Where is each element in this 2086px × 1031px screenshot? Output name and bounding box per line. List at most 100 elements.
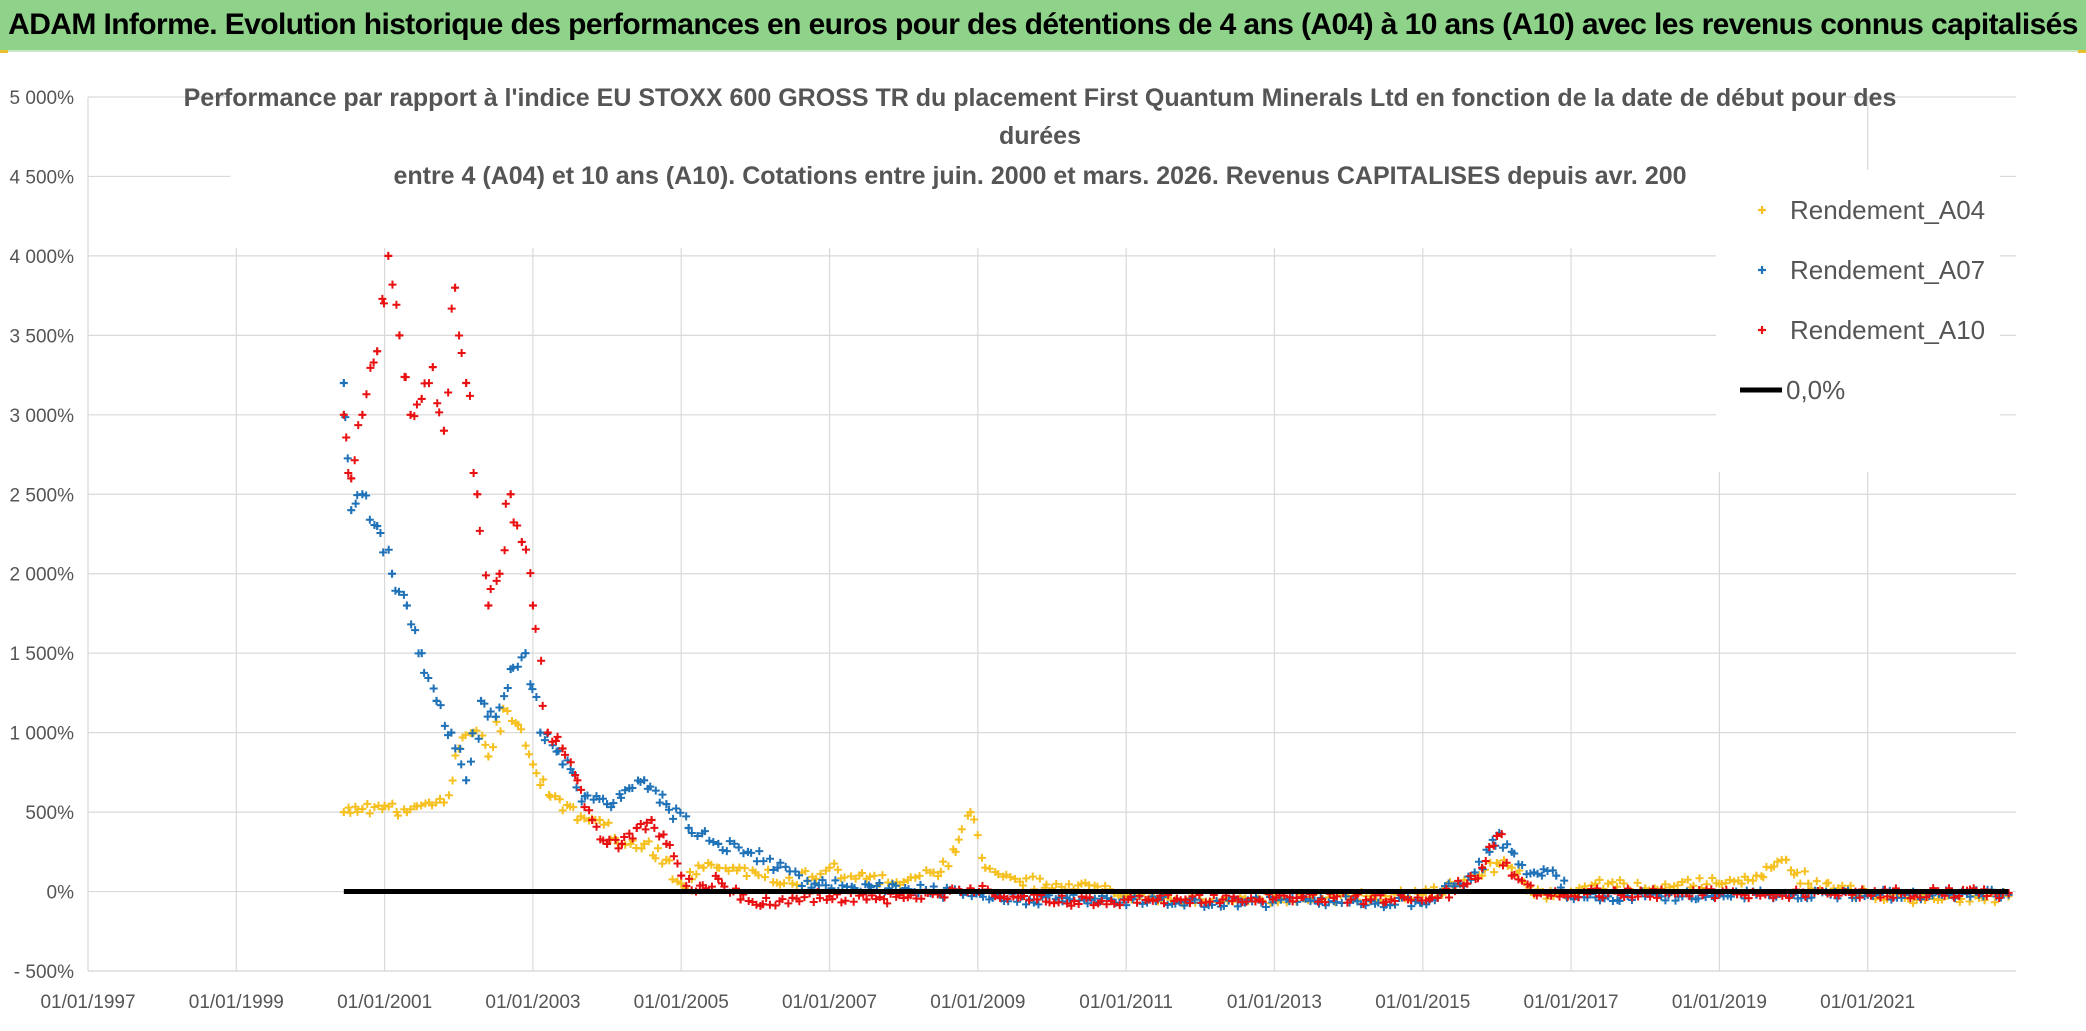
- x-tick-label: 01/01/2007: [782, 992, 877, 1013]
- data-point-interp: [1517, 876, 1526, 885]
- title-backdrop: [230, 82, 1845, 248]
- data-point-interp: [718, 846, 727, 855]
- data-point-interp: [1148, 896, 1157, 905]
- data-point-interp: [1133, 898, 1142, 907]
- y-axis: 5 000% 4 500% 4 000% 3 500% 3 000% 2 500% 2 00…: [10, 88, 75, 983]
- data-point-interp: [791, 867, 800, 876]
- data-point-interp: [1510, 870, 1519, 879]
- data-point-interp: [655, 798, 664, 807]
- corner-accent-left: [0, 50, 8, 53]
- legend-marker: [1758, 206, 1766, 214]
- data-point: [1782, 855, 1791, 864]
- data-point-interp: [1995, 894, 2004, 903]
- data-point-interp: [840, 873, 849, 882]
- data-point-interp: [483, 712, 492, 721]
- y-tick-label: - 500%: [14, 962, 74, 983]
- data-point-interp: [1074, 899, 1083, 908]
- data-point-interp: [1633, 878, 1642, 887]
- data-point-interp: [1608, 878, 1617, 887]
- legend-label: 0,0%: [1786, 375, 1845, 405]
- data-point-interp: [1219, 902, 1228, 911]
- data-point-interp: [500, 546, 509, 555]
- data-point-interp: [682, 881, 691, 890]
- data-point: [373, 347, 382, 356]
- data-point-interp: [362, 390, 371, 399]
- data-point-interp: [346, 808, 355, 817]
- data-point-interp: [540, 736, 549, 745]
- data-point-interp: [724, 866, 733, 875]
- data-point-interp: [1102, 900, 1111, 909]
- data-point-interp: [759, 857, 768, 866]
- data-point-interp: [539, 775, 548, 784]
- data-point: [402, 601, 411, 610]
- data-point-interp: [392, 300, 401, 309]
- data-point-interp: [769, 866, 778, 875]
- data-point: [528, 760, 537, 769]
- data-point-interp: [376, 529, 385, 538]
- data-point-interp: [1446, 878, 1455, 887]
- data-point-interp: [646, 782, 655, 791]
- data-point: [617, 839, 626, 848]
- data-point-interp: [1481, 857, 1490, 866]
- data-point-interp: [566, 758, 575, 767]
- data-point-interp: [1980, 896, 1989, 905]
- data-point-interp: [1028, 872, 1037, 881]
- data-point-interp: [617, 793, 626, 802]
- data-point-interp: [1285, 893, 1294, 902]
- data-point-interp: [495, 703, 504, 712]
- data-point: [558, 760, 567, 769]
- data-point-interp: [1172, 894, 1181, 903]
- data-point-interp: [801, 867, 810, 876]
- data-point-interp: [561, 750, 570, 759]
- data-point-interp: [526, 569, 535, 578]
- data-point-interp: [659, 830, 668, 839]
- data-point-interp: [410, 412, 419, 421]
- data-point-interp: [771, 901, 780, 910]
- data-point-interp: [599, 820, 608, 829]
- data-point-interp: [1595, 875, 1604, 884]
- data-point-interp: [707, 860, 716, 869]
- data-point-interp: [911, 873, 920, 882]
- legend: Rendement_A04 Rendement_A07 Rendement_A10 0…: [1716, 170, 2000, 472]
- legend-marker: [1758, 266, 1766, 274]
- data-point-interp: [1421, 896, 1430, 905]
- data-point-interp: [481, 571, 490, 580]
- data-point-interp: [489, 743, 498, 752]
- data-point-interp: [365, 515, 374, 524]
- data-point-interp: [1793, 868, 1802, 877]
- data-point-interp: [833, 865, 842, 874]
- data-point-interp: [1683, 875, 1692, 884]
- data-point-interp: [457, 349, 466, 358]
- data-point-interp: [428, 801, 437, 810]
- data-point-interp: [1661, 880, 1670, 889]
- data-point: [495, 569, 504, 578]
- data-point: [358, 804, 367, 813]
- data-point: [677, 879, 686, 888]
- data-point-interp: [1949, 893, 1958, 902]
- data-point-interp: [1619, 879, 1628, 888]
- data-point-interp: [636, 819, 645, 828]
- data-point-interp: [837, 898, 846, 907]
- data-point-interp: [1034, 900, 1043, 909]
- data-point: [451, 283, 460, 292]
- data-point-interp: [1006, 873, 1015, 882]
- y-tick-label: 2 000%: [10, 565, 75, 586]
- y-tick-label: 500%: [25, 803, 74, 824]
- legend-label: Rendement_A07: [1790, 255, 1985, 285]
- data-point: [1478, 863, 1487, 872]
- legend-marker: [1758, 326, 1766, 334]
- data-point-interp: [486, 585, 495, 593]
- data-point-interp: [621, 786, 630, 795]
- data-point-interp: [537, 656, 546, 665]
- data-point-interp: [944, 862, 953, 871]
- data-point-interp: [1185, 899, 1194, 908]
- data-point: [432, 696, 441, 705]
- data-point-interp: [1489, 841, 1498, 850]
- data-point-interp: [1497, 830, 1506, 839]
- data-point-interp: [705, 836, 714, 845]
- x-tick-label: 01/01/2021: [1820, 992, 1915, 1013]
- data-point: [758, 900, 767, 909]
- data-point: [484, 752, 493, 761]
- data-point-interp: [354, 421, 363, 430]
- data-point-interp: [417, 801, 426, 810]
